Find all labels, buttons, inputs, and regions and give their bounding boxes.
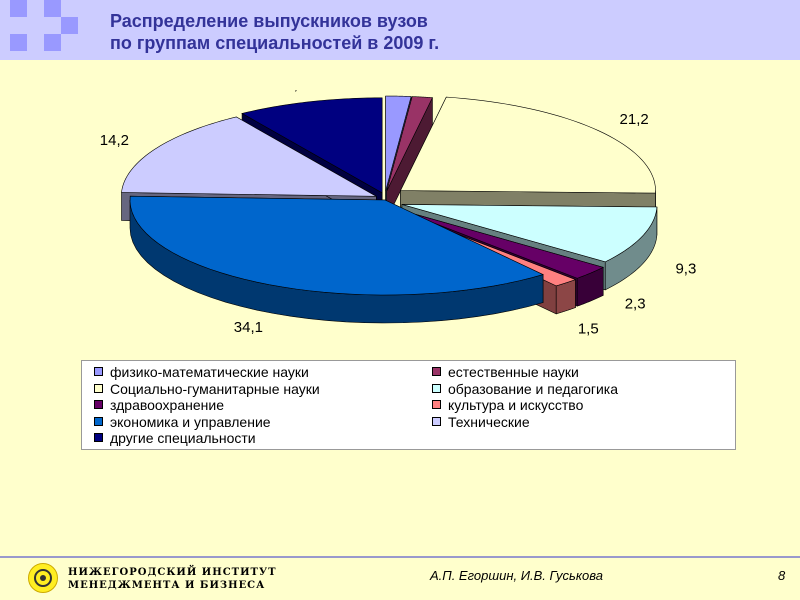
pie-slice-top [399,209,605,279]
pie-slice [400,96,656,222]
decorative-square [10,0,27,17]
legend-label: культура и искусство [448,397,584,413]
legend-swatch [94,400,103,409]
authors: А.П. Егоршин, И.В. Гуськова [430,568,603,583]
data-label: 8,7 [285,90,306,93]
pie-slice-top [121,116,377,197]
decorative-square [27,17,44,34]
data-label: 1,5 [578,321,599,338]
pie-slice-top [385,95,412,192]
legend-label: образование и педагогика [448,380,619,397]
legend-swatch [94,416,103,426]
legend-label: физико-математические науки [110,364,309,380]
institute-name-line-1: НИЖЕГОРОДСКИЙ ИНСТИТУТ [68,567,277,578]
footer-divider [0,556,800,558]
institute-logo-mark [34,569,52,587]
pie-slice-top [401,204,658,263]
pie-slice-top [386,96,433,192]
legend-swatch [432,367,441,376]
decorative-square [10,34,27,51]
pie-slice-top [129,195,544,296]
legend-label: экономика и управление [110,413,271,430]
pie-slice [129,195,544,324]
institute-name-line-2: МЕНЕДЖМЕНТА И БИЗНЕСА [68,580,266,591]
legend-label: здравоохранение [110,397,224,413]
decorative-square [44,34,61,51]
slide-title-line-1: Распределение выпускников вузов [110,11,428,31]
pie-slice [386,96,433,220]
legend-label: другие специальности [110,430,256,446]
legend-swatch [432,383,441,393]
legend-swatch [432,400,441,409]
data-label: 21,2 [620,111,649,128]
data-label: 9,3 [675,261,696,278]
decorative-square [44,0,61,17]
institute-logo [28,563,58,593]
legend-label: Социально-гуманитарные науки [110,380,320,397]
chart-legend: физико-математические науки естественные … [81,360,736,450]
legend-swatch [94,383,103,393]
legend-swatch [94,433,103,442]
pie-chart: 1,51,221,29,32,31,534,114,28,7 [100,90,697,338]
slide-title: Распределение выпускников вузов по групп… [110,10,790,54]
data-label: 34,1 [234,319,263,336]
institute-name: НИЖЕГОРОДСКИЙ ИНСТИТУТ МЕНЕДЖМЕНТА И БИЗ… [68,566,277,592]
data-labels: 1,51,221,29,32,31,534,114,28,7 [100,90,697,338]
legend-label: естественные науки [448,364,579,380]
legend-swatch [94,367,103,376]
data-label: 14,2 [100,132,129,149]
header-band [0,0,800,60]
data-label: 2,3 [625,295,646,312]
legend-swatch [432,416,441,426]
page-number: 8 [778,568,786,583]
slide-title-line-2: по группам специальностей в 2009 г. [110,33,440,53]
legend-label: Технические [448,413,530,430]
decorative-square [61,17,78,34]
pie-slice-top [400,96,656,194]
pie-slice-top [241,97,383,194]
pie-slices [121,95,658,324]
